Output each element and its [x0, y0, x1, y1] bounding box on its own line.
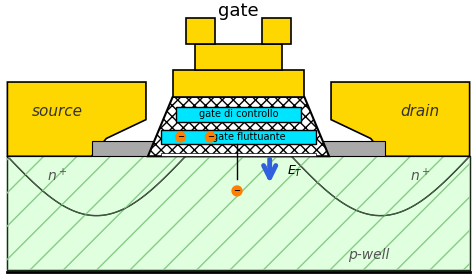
Text: drain: drain — [400, 104, 439, 119]
Polygon shape — [7, 156, 185, 216]
Bar — [261, 18, 291, 44]
Polygon shape — [148, 97, 328, 156]
Polygon shape — [7, 82, 146, 156]
Polygon shape — [91, 141, 165, 156]
Bar — [7, 156, 469, 270]
Circle shape — [175, 132, 185, 142]
Text: −: − — [233, 186, 240, 195]
Text: gate: gate — [217, 2, 258, 20]
Text: gate di controllo: gate di controllo — [198, 109, 278, 119]
Bar — [160, 129, 316, 145]
Text: $E_T$: $E_T$ — [286, 163, 302, 179]
Circle shape — [232, 186, 241, 196]
Text: $n^+$: $n^+$ — [409, 167, 429, 185]
Text: $n^+$: $n^+$ — [47, 167, 67, 185]
Bar — [7, 156, 469, 270]
Text: p-well: p-well — [347, 248, 388, 262]
Text: gate fluttuante: gate fluttuante — [211, 132, 285, 142]
Circle shape — [205, 132, 215, 142]
Bar — [185, 18, 215, 44]
Polygon shape — [330, 82, 469, 156]
Text: −: − — [207, 133, 213, 141]
Bar — [175, 107, 301, 122]
Text: −: − — [177, 133, 184, 141]
Bar — [160, 153, 316, 156]
Polygon shape — [291, 156, 469, 216]
Polygon shape — [311, 141, 385, 156]
Text: source: source — [31, 104, 82, 119]
Bar — [195, 44, 281, 70]
Bar — [172, 70, 304, 97]
